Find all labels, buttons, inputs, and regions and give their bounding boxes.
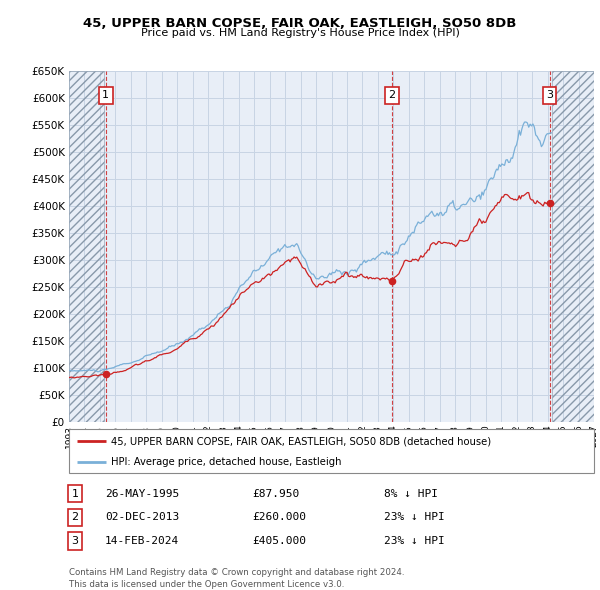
Text: 2: 2 [71, 513, 79, 522]
Text: 8% ↓ HPI: 8% ↓ HPI [384, 489, 438, 499]
Text: 14-FEB-2024: 14-FEB-2024 [105, 536, 179, 546]
Text: 23% ↓ HPI: 23% ↓ HPI [384, 536, 445, 546]
Bar [69, 71, 104, 422]
Text: 45, UPPER BARN COPSE, FAIR OAK, EASTLEIGH, SO50 8DB: 45, UPPER BARN COPSE, FAIR OAK, EASTLEIG… [83, 17, 517, 30]
Text: HPI: Average price, detached house, Eastleigh: HPI: Average price, detached house, East… [111, 457, 341, 467]
Text: 3: 3 [71, 536, 79, 546]
Text: 02-DEC-2013: 02-DEC-2013 [105, 513, 179, 522]
FancyBboxPatch shape [69, 429, 594, 473]
Bar [551, 71, 594, 422]
Text: Contains HM Land Registry data © Crown copyright and database right 2024.
This d: Contains HM Land Registry data © Crown c… [69, 568, 404, 589]
Text: 3: 3 [546, 90, 553, 100]
Text: 1: 1 [102, 90, 109, 100]
Text: 23% ↓ HPI: 23% ↓ HPI [384, 513, 445, 522]
Text: 45, UPPER BARN COPSE, FAIR OAK, EASTLEIGH, SO50 8DB (detached house): 45, UPPER BARN COPSE, FAIR OAK, EASTLEIG… [111, 437, 491, 446]
Text: Price paid vs. HM Land Registry's House Price Index (HPI): Price paid vs. HM Land Registry's House … [140, 28, 460, 38]
Text: 26-MAY-1995: 26-MAY-1995 [105, 489, 179, 499]
Text: 1: 1 [71, 489, 79, 499]
Text: £260.000: £260.000 [252, 513, 306, 522]
Text: £87.950: £87.950 [252, 489, 299, 499]
Bar [551, 71, 594, 422]
Text: £405.000: £405.000 [252, 536, 306, 546]
Text: 2: 2 [388, 90, 395, 100]
Bar [69, 71, 104, 422]
